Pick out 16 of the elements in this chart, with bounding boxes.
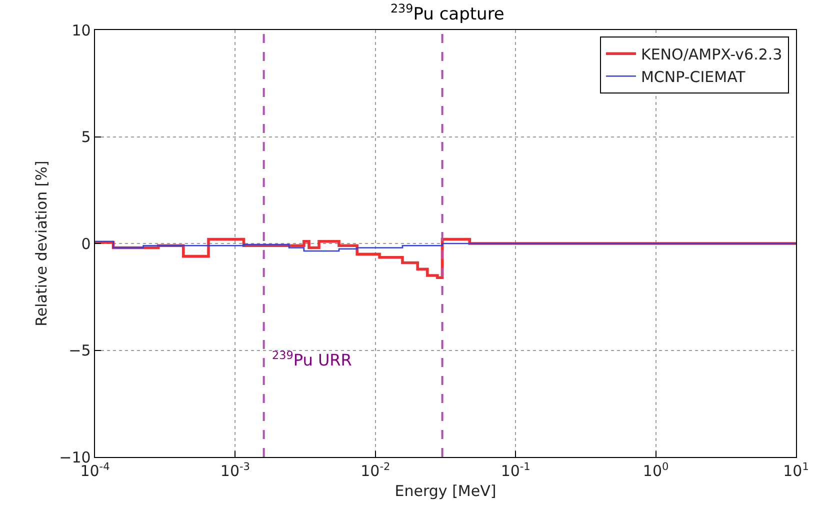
y-tick-label: −5 <box>68 342 91 360</box>
y-axis-title: Relative deviation [%] <box>32 160 50 326</box>
x-tick-label: 10$^{-1}$ <box>500 460 530 480</box>
x-axis-title: Energy [MeV] <box>394 482 496 500</box>
legend-label: MCNP-CIEMAT <box>640 68 746 86</box>
x-tick-label: 10$^{1}$ <box>783 460 809 480</box>
x-tick-label: 10$^{0}$ <box>642 460 669 480</box>
legend-label: KENO/AMPX-v6.2.3 <box>640 46 782 64</box>
x-tick-label: 10$^{-3}$ <box>220 460 250 480</box>
y-tick-label: 5 <box>81 128 91 146</box>
y-tick-label: 0 <box>81 234 91 253</box>
chart-title: $^{239}$Pu capture <box>390 2 504 25</box>
y-tick-label: 10 <box>72 21 91 40</box>
x-tick-label: 10$^{-2}$ <box>360 460 390 480</box>
y-tick-label: −10 <box>59 448 91 466</box>
annotation: $^{239}$Pu URR <box>272 349 352 370</box>
